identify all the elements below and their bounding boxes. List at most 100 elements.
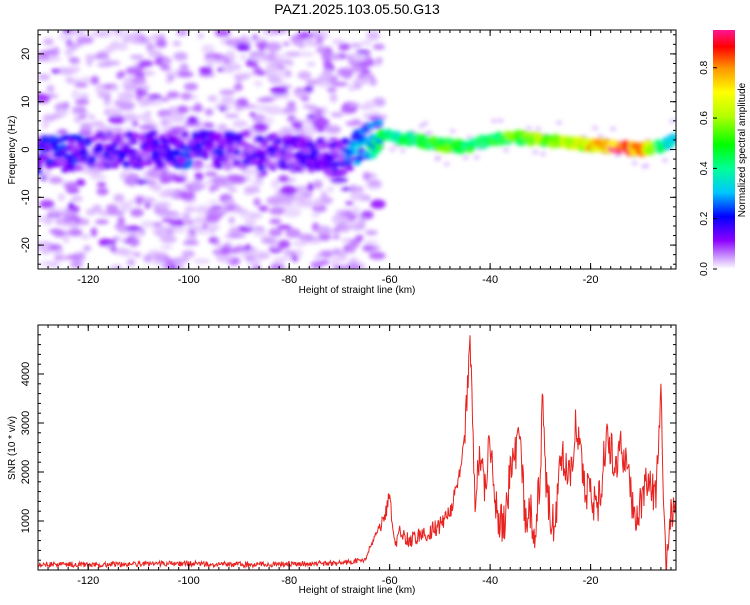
heatmap-cell xyxy=(309,104,316,114)
heatmap-ridge-cell xyxy=(38,168,42,175)
heatmap-cell xyxy=(107,109,123,116)
heatmap-cell xyxy=(186,116,199,124)
heatmap-cell xyxy=(372,43,385,50)
heatmap-cell xyxy=(332,214,343,221)
heatmap-cell xyxy=(292,241,308,247)
heatmap-ridge-cell xyxy=(228,132,237,139)
heatmap-ridge-cell xyxy=(151,138,160,145)
heatmap-cell xyxy=(83,245,92,252)
heatmap-ridge-cell xyxy=(269,133,278,140)
heatmap-cell xyxy=(190,181,202,191)
heatmap-cell xyxy=(303,124,315,131)
heatmap-cell xyxy=(155,39,167,48)
heatmap-cell xyxy=(219,89,236,96)
heatmap-cell xyxy=(228,216,236,225)
heatmap-cell xyxy=(232,119,248,128)
heatmap-cell xyxy=(418,123,425,128)
heatmap-cell xyxy=(332,228,341,234)
heatmap-cell xyxy=(79,92,90,100)
heatmap-cell xyxy=(165,71,173,79)
spectrogram-xlabel: Height of straight line (km) xyxy=(299,285,416,296)
heatmap-cell xyxy=(497,118,504,123)
heatmap-ridge-cell xyxy=(284,135,293,142)
heatmap-cell xyxy=(302,193,313,198)
heatmap-cell xyxy=(73,117,82,123)
heatmap-cell xyxy=(119,201,132,212)
heatmap-cell xyxy=(294,193,306,204)
heatmap-cell xyxy=(78,128,93,138)
heatmap-cell xyxy=(172,40,182,47)
heatmap-cell xyxy=(71,106,87,114)
heatmap-cell xyxy=(80,234,91,240)
spectrogram-ticks: -120 -100 -80 -60 -40 -20 20 10 0 -10 -20 xyxy=(20,30,676,286)
heatmap-cell xyxy=(123,126,137,132)
heatmap-cell xyxy=(377,114,384,119)
heatmap-cell xyxy=(261,250,268,256)
heatmap-cell xyxy=(283,207,302,218)
snr-series xyxy=(38,335,676,570)
heatmap-cell xyxy=(65,77,74,83)
heatmap-cell xyxy=(117,216,125,225)
heatmap-cell xyxy=(127,176,137,187)
heatmap-cell xyxy=(189,106,205,111)
heatmap-cell xyxy=(352,78,369,86)
heatmap-cell xyxy=(38,94,51,104)
heatmap-cell xyxy=(239,54,247,61)
heatmap-ridge-cell xyxy=(58,148,67,155)
heatmap-cell xyxy=(113,193,125,203)
heatmap-cell xyxy=(503,148,510,153)
heatmap-cell xyxy=(194,171,204,182)
heatmap-cell xyxy=(70,195,83,203)
heatmap-cell xyxy=(45,56,62,62)
heatmap-ridge-cell xyxy=(185,159,194,166)
heatmap-cell xyxy=(48,176,63,184)
heatmap-cell xyxy=(282,41,290,46)
heatmap-ridge-layer xyxy=(38,119,676,178)
spectrogram-xtick-label: -80 xyxy=(281,274,297,286)
heatmap-ridge-cell xyxy=(180,131,189,138)
heatmap-cell xyxy=(271,178,280,189)
heatmap-cell xyxy=(160,97,170,102)
heatmap-ridge-cell xyxy=(291,160,300,167)
heatmap-cell xyxy=(220,246,231,256)
heatmap-cell xyxy=(117,42,127,49)
snr-ytick-label: 1000 xyxy=(20,509,32,533)
spectrogram-ytick-label: -10 xyxy=(20,189,32,205)
heatmap-ridge-cell xyxy=(316,138,325,145)
heatmap-cell xyxy=(78,114,86,120)
heatmap-cell xyxy=(223,65,235,74)
heatmap-cell xyxy=(258,205,269,212)
heatmap-cell xyxy=(150,252,168,260)
heatmap-cell xyxy=(434,156,441,161)
heatmap-cell xyxy=(161,114,179,124)
heatmap-cell xyxy=(243,249,260,258)
heatmap-cell xyxy=(207,200,221,205)
heatmap-ridge-cell xyxy=(88,155,97,162)
heatmap-ridge-cell xyxy=(67,139,76,146)
heatmap-cell xyxy=(270,86,288,95)
heatmap-cell xyxy=(143,254,153,263)
heatmap-cell xyxy=(176,105,189,114)
heatmap-ridge-cell xyxy=(375,142,384,149)
heatmap-cell xyxy=(306,113,316,120)
snr-ytick-label: 2000 xyxy=(20,460,32,484)
snr-ytick-label: 3000 xyxy=(20,411,32,435)
heatmap-cell xyxy=(160,65,172,71)
heatmap-ridge-cell xyxy=(670,134,676,143)
heatmap-ridge-cell xyxy=(339,169,348,176)
heatmap-ridge-cell xyxy=(201,151,210,158)
heatmap-cell xyxy=(141,84,150,91)
heatmap-cell xyxy=(107,209,125,216)
heatmap-cell xyxy=(119,171,128,181)
heatmap-cell xyxy=(297,71,312,80)
heatmap-ridge-cell xyxy=(144,160,153,167)
heatmap-cell xyxy=(131,76,147,86)
heatmap-cell xyxy=(183,82,198,91)
heatmap-cell xyxy=(304,85,313,92)
heatmap-cell xyxy=(185,233,195,240)
heatmap-cell xyxy=(209,205,224,210)
heatmap-ridge-cell xyxy=(92,161,101,168)
heatmap-cell xyxy=(389,147,396,152)
snr-xtick-label: -20 xyxy=(583,575,599,587)
heatmap-cell xyxy=(274,54,285,59)
